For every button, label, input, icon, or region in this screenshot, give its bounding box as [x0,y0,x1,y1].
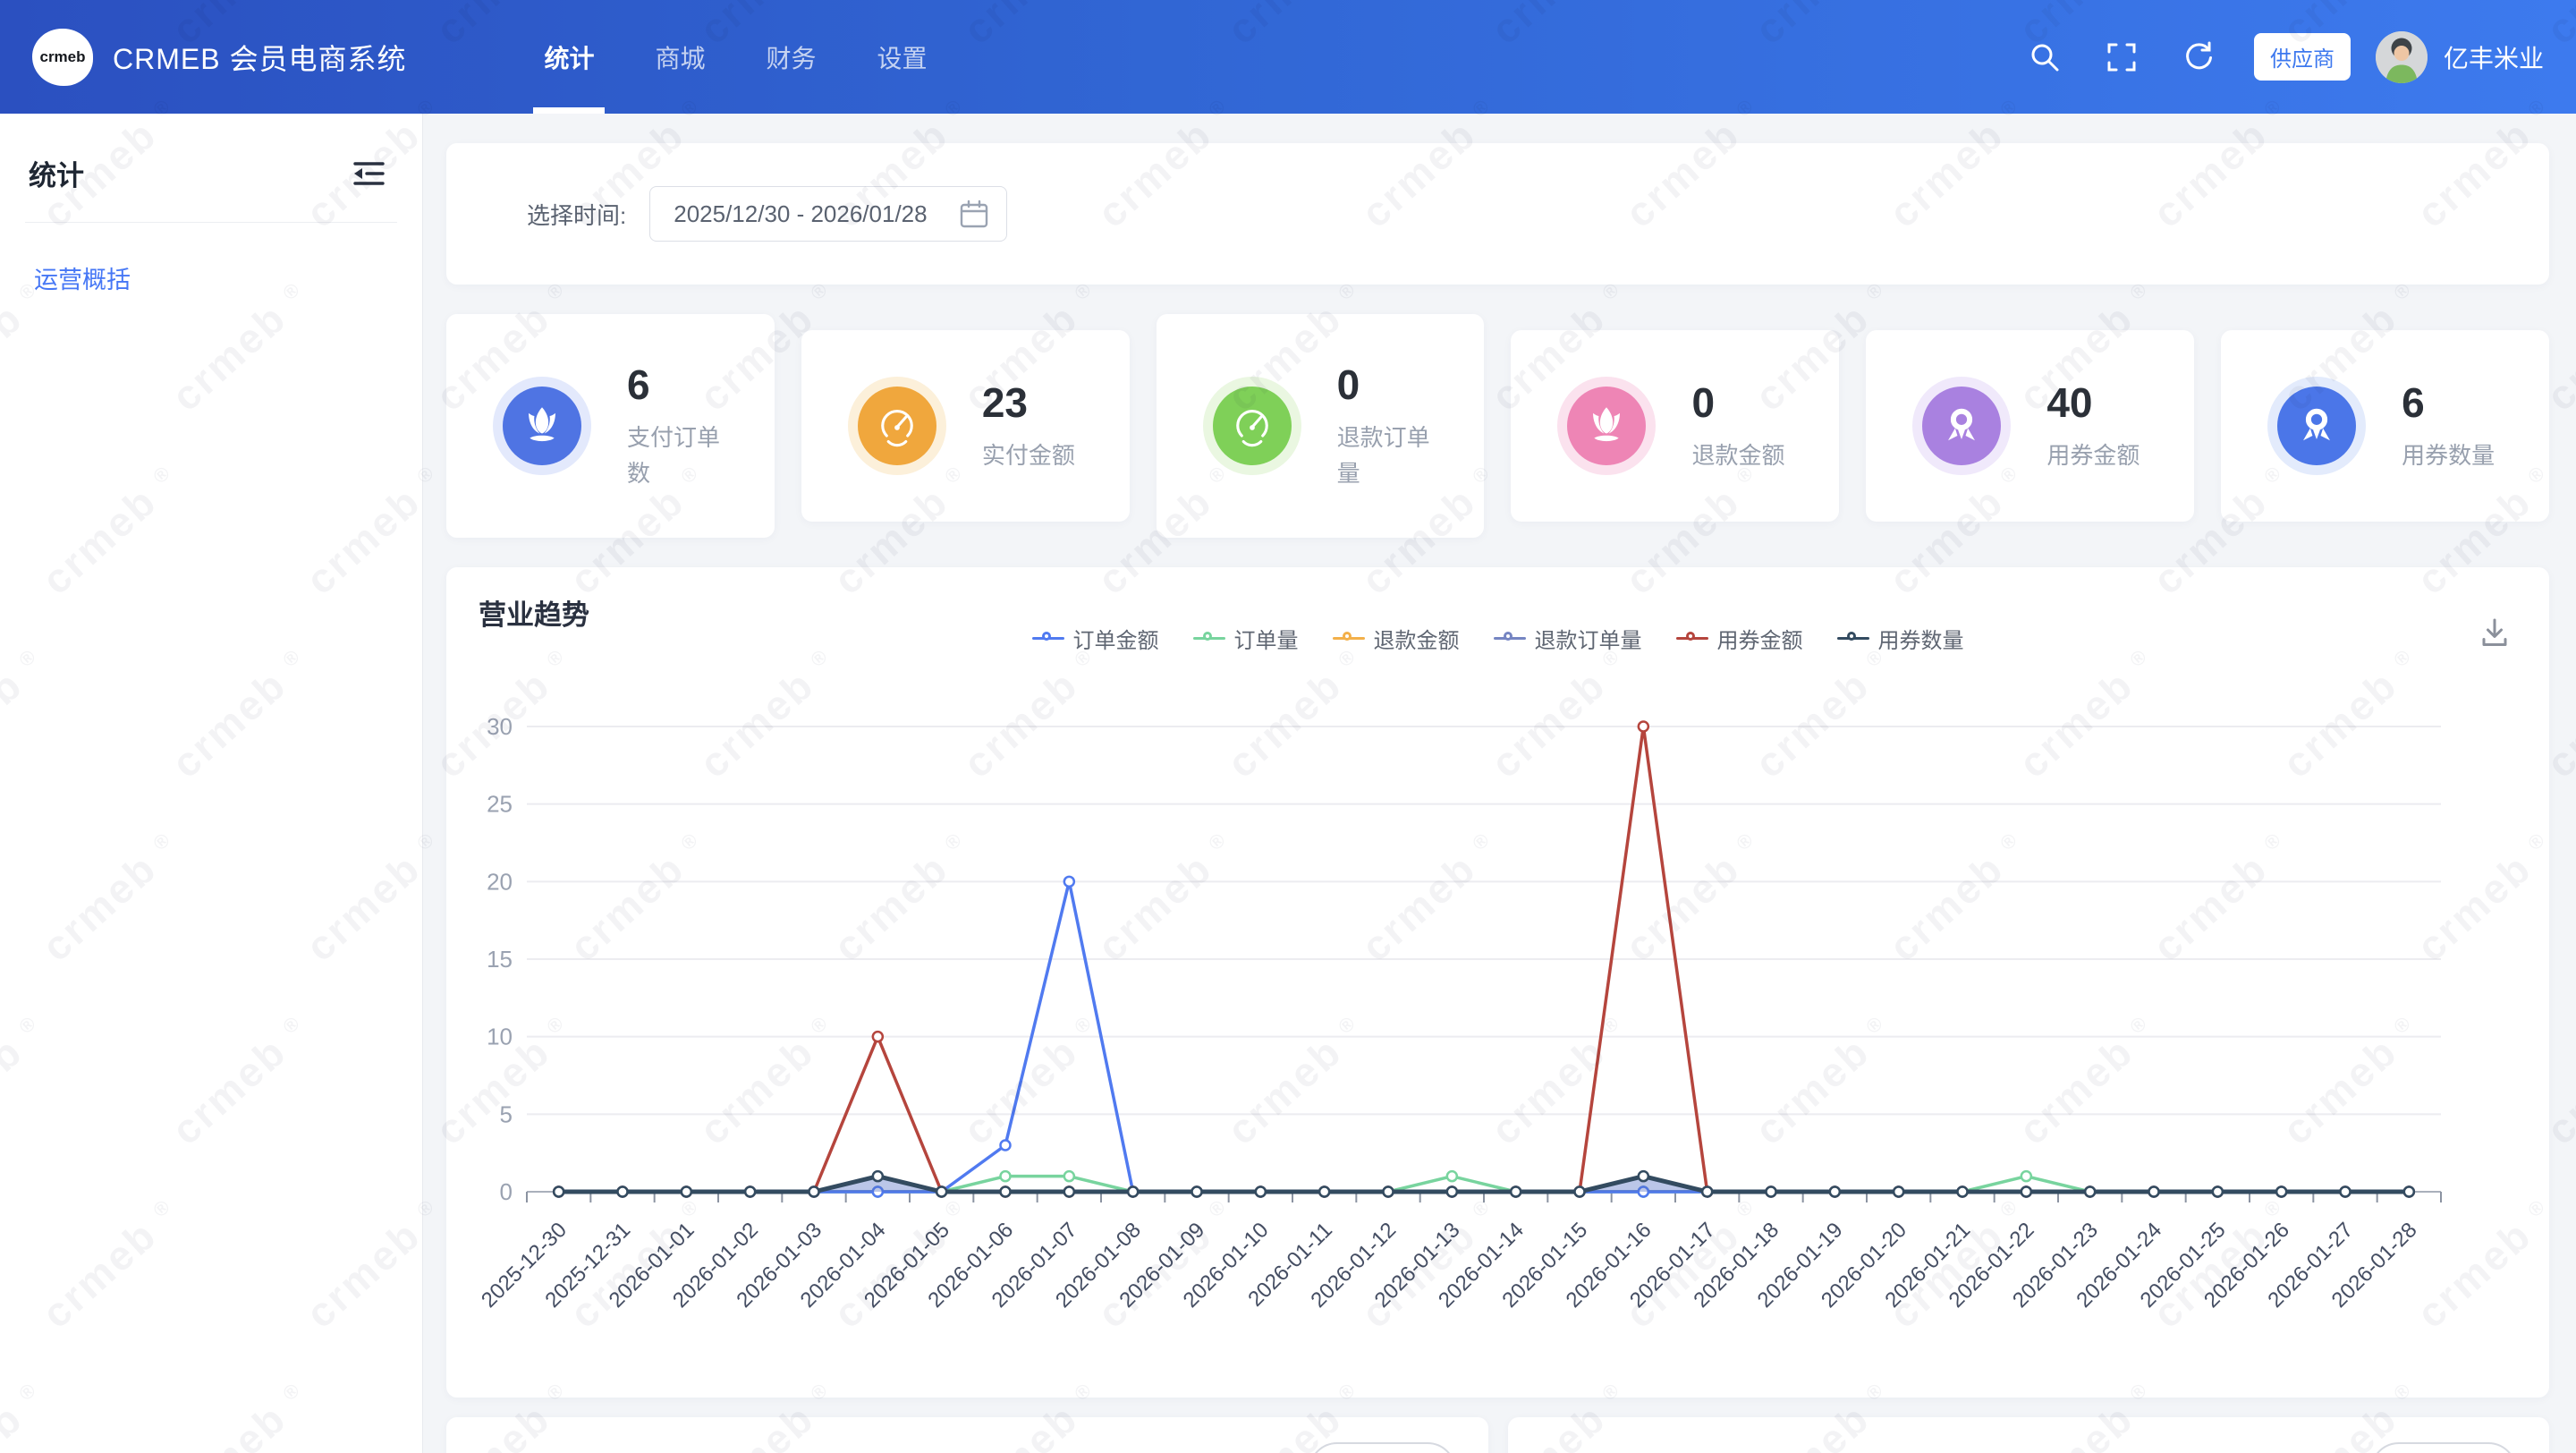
legend-item-订单金额[interactable]: 订单金额 [1031,623,1159,654]
stat-label: 支付订单数 [627,424,721,487]
supplier-badge[interactable]: 供应商 [2253,33,2351,81]
stat-card-paid-orders: 6 支付订单数 [446,314,775,538]
stat-label: 用券数量 [2402,442,2496,469]
toggle-style-button[interactable]: 切换样式 [2369,1442,2517,1453]
sidebar-title: 统计 [29,160,84,191]
time-filter-card: 选择时间: [446,143,2549,285]
collapse-sidebar-icon[interactable] [349,154,388,193]
stat-value: 0 [1691,379,1716,426]
date-range-picker [649,186,1008,242]
stat-value: 23 [981,379,1028,426]
stat-value: 0 [1336,361,1360,408]
username[interactable]: 亿丰米业 [2443,44,2544,72]
stat-value: 6 [2402,379,2425,426]
order-type-analysis-card: 订单类型分析 切换样式 [1507,1417,2549,1453]
stat-card-paid-amount: 23 实付金额 [801,330,1130,522]
primary-nav: 统计 商城 财务 设置 [513,0,957,114]
navbar-right: 供应商 亿丰米业 [1986,30,2544,83]
nav-tab-statistics[interactable]: 统计 [513,0,624,114]
gauge-icon [881,410,913,447]
fullscreen-icon[interactable] [2104,39,2140,75]
stat-card-refund-orders: 0 退款订单量 [1156,314,1485,538]
legend-item-退款金额[interactable]: 退款金额 [1332,623,1460,654]
trend-line-chart[interactable]: 0510152025302025-12-302025-12-312026-01-… [473,682,2521,1371]
app-title: CRMEB 会员电商系统 [113,42,407,75]
sidebar: 统计 运营概括 [0,114,423,1453]
svg-text:5: 5 [500,1100,513,1127]
crmeb-logo: crmeb [32,28,93,86]
legend-item-用券数量[interactable]: 用券数量 [1836,623,1964,654]
chart-title: 营业趋势 [479,599,589,631]
stat-card-refund-amount: 0 退款金额 [1511,330,1840,522]
time-filter-label: 选择时间: [527,201,627,229]
order-source-analysis-card: 订单来源分析 切换样式 [446,1417,1488,1453]
toggle-style-button[interactable]: 切换样式 [1309,1442,1456,1453]
stat-label: 退款订单量 [1336,424,1430,487]
svg-text:30: 30 [487,713,513,740]
medal-icon [2303,408,2331,441]
date-range-input[interactable] [649,186,1008,242]
nav-tab-settings[interactable]: 设置 [877,44,928,72]
tulip-icon [1593,407,1621,442]
svg-text:20: 20 [487,868,513,895]
svg-text:15: 15 [487,946,513,973]
chart-legend: 订单金额 订单量 退款金额 退款订单量 用券金额 用券数量 [446,623,2549,654]
calendar-icon[interactable] [957,198,991,232]
sidebar-item-operation-overview[interactable]: 运营概括 [34,267,131,293]
order-type-title: 订单类型分析 [1540,1449,1707,1453]
refresh-icon[interactable] [2181,39,2216,75]
stat-card-coupon-amount: 40 用券金额 [1866,330,2195,522]
medal-icon [1948,408,1976,441]
analysis-row: 订单来源分析 切换样式 订单类型分析 切换样式 [446,1417,2549,1453]
stat-value: 40 [2046,379,2093,426]
legend-item-用券金额[interactable]: 用券金额 [1675,623,1803,654]
stat-label: 实付金额 [981,442,1075,469]
stat-label: 用券金额 [2046,442,2140,469]
stat-label: 退款金额 [1691,442,1785,469]
nav-tab-mall[interactable]: 商城 [655,44,706,72]
active-tab-underline [533,107,606,114]
order-source-title: 订单来源分析 [479,1449,645,1453]
sidebar-divider [25,222,397,223]
svg-text:10: 10 [487,1024,513,1050]
svg-text:0: 0 [500,1178,513,1205]
search-icon[interactable] [2027,39,2063,75]
gauge-icon [1235,410,1268,447]
main-content: 选择时间: [423,114,2576,1453]
top-navbar: crmeb CRMEB 会员电商系统 统计 商城 财务 设置 供应商 亿丰 [0,0,2576,114]
tulip-icon [529,407,555,442]
nav-tab-finance[interactable]: 财务 [766,44,817,72]
legend-item-订单量[interactable]: 订单量 [1192,623,1299,654]
stat-value: 6 [627,361,650,408]
download-icon[interactable] [2476,614,2513,651]
stat-card-coupon-count: 6 用券数量 [2221,330,2549,522]
avatar[interactable] [2375,30,2428,83]
svg-text:25: 25 [487,791,513,818]
stats-row: 6 支付订单数 23 实付金额 [446,314,2549,538]
logo-text: crmeb [39,47,86,65]
legend-item-退款订单量[interactable]: 退款订单量 [1493,623,1642,654]
business-trend-card: 营业趋势 订单金额 订单量 退款金额 退款订单量 用券金额 用券数量 0 5 10 15 20 25… [446,567,2549,1398]
